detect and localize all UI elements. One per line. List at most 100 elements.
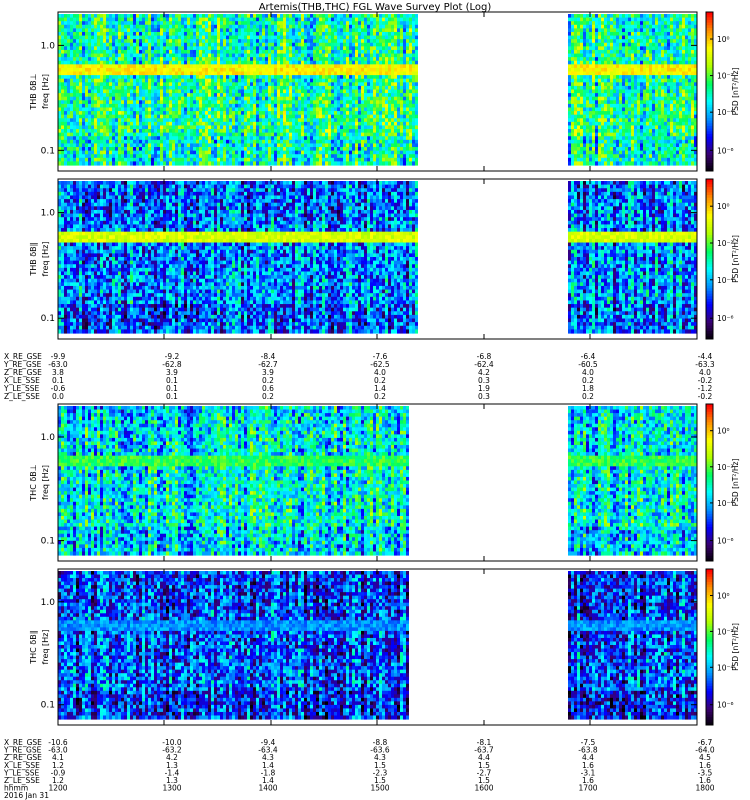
spectrogram-cell <box>136 72 139 76</box>
spectrogram-cell <box>256 54 259 58</box>
spectrogram-cell <box>235 79 238 83</box>
spectrogram-cell <box>349 50 352 54</box>
spectrogram-cell <box>274 54 277 58</box>
spectrogram-cell <box>187 46 190 50</box>
spectrogram-cell <box>85 100 88 104</box>
spectrogram-cell <box>154 154 157 158</box>
spectrogram-cell <box>340 129 343 133</box>
spectrogram-cell <box>295 107 298 111</box>
spectrogram-cell <box>136 136 139 140</box>
spectrogram-cell <box>121 151 124 155</box>
spectrogram-cell <box>67 64 70 68</box>
spectrogram-cell <box>289 100 292 104</box>
spectrogram-cell <box>295 115 298 119</box>
spectrogram-cell <box>313 161 316 165</box>
spectrogram-cell <box>169 140 172 144</box>
spectrogram-cell <box>355 14 358 18</box>
spectrogram-cell <box>151 104 154 108</box>
spectrogram-cell <box>241 90 244 94</box>
spectrogram-cell <box>253 54 256 58</box>
spectrogram-cell <box>244 28 247 32</box>
spectrogram-cell <box>295 14 298 18</box>
spectrogram-cell <box>286 104 289 108</box>
spectrogram-cell <box>364 28 367 32</box>
spectrogram-cell <box>289 72 292 76</box>
spectrogram-cell <box>334 46 337 50</box>
spectrogram-cell <box>331 158 334 162</box>
spectrogram-cell <box>223 25 226 29</box>
spectrogram-cell <box>223 147 226 151</box>
spectrogram-cell <box>67 50 70 54</box>
spectrogram-cell <box>385 107 388 111</box>
spectrogram-cell <box>247 154 250 158</box>
spectrogram-cell <box>85 129 88 133</box>
spectrogram-cell <box>196 50 199 54</box>
spectrogram-cell <box>385 140 388 144</box>
spectrogram-cell <box>244 97 247 101</box>
spectrogram-cell <box>172 118 175 122</box>
spectrogram-cell <box>106 61 109 65</box>
spectrogram-cell <box>79 18 82 22</box>
spectrogram-cell <box>379 129 382 133</box>
spectrogram-cell <box>61 107 64 111</box>
spectrogram-cell <box>262 115 265 119</box>
spectrogram-cell <box>64 118 67 122</box>
spectrogram-cell <box>190 36 193 40</box>
spectrogram-cell <box>340 90 343 94</box>
spectrogram-cell <box>229 104 232 108</box>
spectrogram-cell <box>85 154 88 158</box>
spectrogram-cell <box>271 125 274 129</box>
spectrogram-cell <box>340 25 343 29</box>
spectrogram-cell <box>166 158 169 162</box>
spectrogram-cell <box>385 54 388 58</box>
spectrogram-cell <box>286 75 289 79</box>
spectrogram-cell <box>382 36 385 40</box>
spectrogram-cell <box>259 50 262 54</box>
spectrogram-cell <box>181 21 184 25</box>
spectrogram-cell <box>265 125 268 129</box>
spectrogram-cell <box>136 111 139 115</box>
spectrogram-cell <box>355 54 358 58</box>
spectrogram-cell <box>298 36 301 40</box>
spectrogram-cell <box>121 72 124 76</box>
spectrogram-cell <box>160 147 163 151</box>
spectrogram-cell <box>226 100 229 104</box>
spectrogram-cell <box>244 100 247 104</box>
spectrogram-cell <box>121 158 124 162</box>
spectrogram-cell <box>178 25 181 29</box>
spectrogram-cell <box>382 61 385 65</box>
spectrogram-cell <box>250 129 253 133</box>
spectrogram-cell <box>280 64 283 68</box>
spectrogram-cell <box>298 14 301 18</box>
spectrogram-cell <box>274 14 277 18</box>
spectrogram-cell <box>70 64 73 68</box>
spectrogram-cell <box>124 79 127 83</box>
spectrogram-cell <box>103 18 106 22</box>
spectrogram-cell <box>382 115 385 119</box>
spectrogram-cell <box>361 43 364 47</box>
spectrogram-cell <box>334 115 337 119</box>
spectrogram-cell <box>313 28 316 32</box>
spectrogram-cell <box>151 72 154 76</box>
spectrogram-cell <box>310 122 313 126</box>
spectrogram-cell <box>238 107 241 111</box>
spectrogram-cell <box>196 97 199 101</box>
spectrogram-cell <box>412 79 415 83</box>
spectrogram-cell <box>367 86 370 90</box>
spectrogram-cell <box>244 57 247 61</box>
spectrogram-cell <box>136 36 139 40</box>
spectrogram-cell <box>322 46 325 50</box>
spectrogram-cell <box>313 104 316 108</box>
spectrogram-cell <box>256 36 259 40</box>
spectrogram-cell <box>211 129 214 133</box>
spectrogram-cell <box>355 140 358 144</box>
spectrogram-cell <box>232 111 235 115</box>
spectrogram-cell <box>196 147 199 151</box>
spectrogram-cell <box>79 86 82 90</box>
spectrogram-cell <box>127 111 130 115</box>
spectrogram-cell <box>277 39 280 43</box>
spectrogram-cell <box>268 61 271 65</box>
spectrogram-cell <box>130 151 133 155</box>
spectrogram-cell <box>214 57 217 61</box>
spectrogram-cell <box>265 36 268 40</box>
